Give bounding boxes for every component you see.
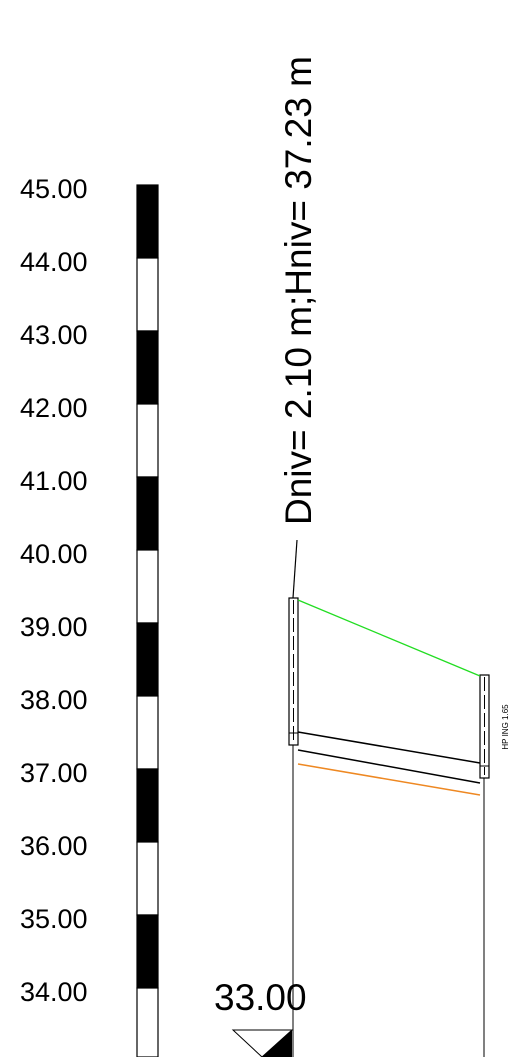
scale-segment: [136, 914, 159, 989]
scale-segment: [136, 768, 159, 843]
black-line: [297, 749, 481, 784]
scale-label: 42.00: [20, 393, 88, 423]
leader-line: [292, 539, 298, 599]
black-line: [297, 731, 481, 764]
scale-label: 43.00: [20, 320, 88, 350]
scale-segment: [136, 257, 159, 332]
scale-segment: [136, 549, 159, 624]
scale-label: 40.00: [20, 539, 88, 569]
scale-label: 39.00: [20, 612, 88, 642]
scale-label: 38.00: [20, 685, 88, 715]
scale-segment: [136, 987, 159, 1057]
scale-segment: [136, 330, 159, 405]
scale-label: 41.00: [20, 466, 88, 496]
annotation: Dniv= 2.10 m;Hniv= 37.23 m: [278, 56, 319, 525]
scale-segment: [136, 622, 159, 697]
scale-segment: [136, 184, 159, 259]
green-line: [297, 599, 481, 677]
scale-segment: [136, 403, 159, 478]
scale-label: 35.00: [20, 904, 88, 934]
scale-bar: [136, 184, 159, 1057]
scale-label: 37.00: [20, 758, 88, 788]
scale-segment: [136, 476, 159, 551]
scale-label: 36.00: [20, 831, 88, 861]
scale-segment: [136, 695, 159, 770]
side-label: HP ING 1.65: [501, 704, 510, 750]
level-triangle-fill: [262, 1030, 292, 1057]
scale-label: 44.00: [20, 247, 88, 277]
scale-label: 45.00: [20, 174, 88, 204]
scale-segment: [136, 841, 159, 916]
scale-label: 34.00: [20, 977, 88, 1007]
scale-labels: 45.00 44.00 43.00 42.00 41.00 40.00 39.00 38.00…: [20, 174, 88, 1007]
level-label: 33.00: [214, 977, 307, 1018]
orange-line: [297, 763, 481, 796]
